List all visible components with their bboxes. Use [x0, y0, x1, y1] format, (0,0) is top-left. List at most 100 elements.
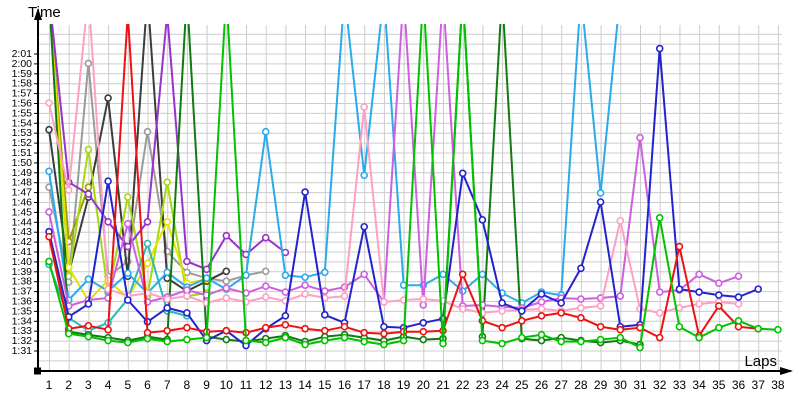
data-point-magenta: [734, 272, 743, 281]
data-point-purple: [143, 218, 152, 226]
data-point-green: [183, 335, 191, 344]
data-point-skyblue: [596, 189, 605, 197]
data-point-green: [360, 337, 369, 346]
data-point-magenta: [124, 219, 132, 228]
y-tick-label: 1:37: [12, 286, 33, 298]
data-point-purple: [183, 257, 191, 266]
data-point-red: [143, 328, 152, 337]
data-point-red: [675, 242, 684, 251]
data-point-green: [577, 337, 585, 346]
data-point-blue: [301, 188, 309, 196]
data-point-red: [419, 327, 428, 336]
data-point-magenta: [655, 288, 664, 296]
data-point-red: [340, 322, 349, 331]
data-point-blue: [596, 198, 605, 206]
y-tick-label: 1:34: [12, 315, 33, 327]
data-point-magenta: [261, 282, 270, 290]
data-point-olive: [84, 183, 93, 191]
data-point-red: [84, 321, 93, 330]
data-point-blue: [577, 264, 585, 273]
data-point-yellowgreen: [64, 272, 73, 281]
data-point-black: [163, 274, 171, 283]
data-point-green: [734, 316, 743, 325]
data-point-pink: [655, 309, 664, 317]
y-tick-label: 1:47: [12, 187, 33, 199]
data-point-blue: [183, 309, 191, 317]
data-point-darkgreen: [537, 336, 546, 345]
y-tick-label: 1:44: [12, 216, 33, 228]
x-tick-label: 26: [535, 378, 549, 392]
data-point-blue: [163, 304, 171, 312]
data-point-gray: [84, 59, 93, 68]
x-axis-title: Laps: [744, 353, 777, 370]
data-point-green: [202, 333, 211, 342]
data-point-green: [143, 334, 152, 343]
y-tick-label: 1:53: [12, 127, 33, 139]
data-point-skyblue: [124, 269, 132, 278]
x-tick-label: 27: [555, 378, 569, 392]
x-tick-label: 1: [46, 378, 53, 392]
data-point-green: [320, 336, 329, 345]
data-point-skyblue: [360, 171, 369, 180]
y-tick-label: 1:49: [12, 167, 33, 179]
data-point-red: [517, 316, 526, 325]
x-tick-label: 18: [377, 378, 391, 392]
data-point-skyblue: [301, 273, 309, 282]
data-point-green: [754, 324, 763, 333]
data-point-red: [557, 309, 566, 317]
data-point-red: [360, 328, 369, 337]
data-point-black: [104, 94, 112, 102]
data-point-skyblue: [84, 275, 93, 284]
x-tick-label: 19: [397, 378, 411, 392]
data-point-blue: [754, 285, 763, 293]
data-point-skyblue: [202, 274, 211, 283]
data-point-green: [439, 339, 447, 348]
x-tick-label: 34: [692, 378, 706, 392]
data-point-blue: [281, 312, 290, 320]
x-tick-label: 14: [298, 378, 312, 392]
x-tick-label: 15: [318, 378, 332, 392]
y-tick-label: 1:55: [12, 107, 33, 119]
data-point-magenta: [419, 301, 428, 309]
data-point-green: [281, 333, 290, 342]
x-tick-label: 4: [105, 378, 112, 392]
data-point-green: [557, 337, 566, 346]
x-tick-label: 7: [164, 378, 171, 392]
data-point-pink: [616, 217, 625, 225]
data-point-red: [45, 232, 53, 241]
data-point-blue: [360, 222, 369, 231]
data-point-yellowgreen: [163, 178, 171, 186]
data-point-blue: [84, 300, 93, 308]
y-tick-label: 1:35: [12, 305, 33, 317]
data-point-blue: [517, 307, 526, 315]
data-point-green: [695, 333, 703, 342]
data-point-green: [537, 330, 546, 339]
data-point-pink: [596, 302, 605, 310]
data-point-green: [655, 214, 664, 222]
data-point-magenta: [222, 284, 231, 292]
data-point-green: [498, 339, 506, 348]
y-tick-label: 1:50: [12, 157, 33, 169]
x-tick-label: 12: [259, 378, 273, 392]
data-point-green: [163, 337, 171, 346]
y-tick-label: 1:40: [12, 256, 33, 268]
y-tick-labels: 2:012:001:591:581:571:561:551:541:531:52…: [12, 48, 33, 357]
y-tick-label: 1:48: [12, 177, 33, 189]
y-tick-label: 2:01: [12, 48, 33, 60]
data-point-black: [45, 125, 53, 134]
data-point-magenta: [714, 279, 723, 287]
data-point-pink: [183, 292, 191, 300]
data-point-yellow: [163, 218, 171, 226]
data-point-blue: [478, 216, 487, 224]
x-tick-label: 36: [732, 378, 746, 392]
data-point-pink: [695, 300, 703, 308]
data-point-green: [399, 336, 408, 345]
data-point-yellowgreen: [84, 145, 93, 154]
data-point-pink: [45, 99, 53, 107]
data-point-pink: [419, 295, 428, 303]
data-point-pink: [498, 307, 506, 315]
data-point-blue: [104, 177, 112, 186]
data-point-magenta: [695, 270, 703, 279]
data-point-blue: [675, 285, 684, 293]
